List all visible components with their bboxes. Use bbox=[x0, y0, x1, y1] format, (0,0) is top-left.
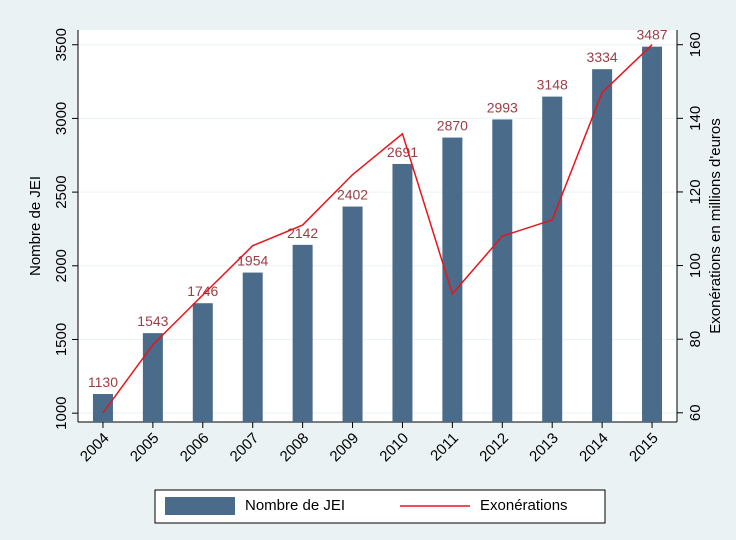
legend-label: Exonérations bbox=[480, 497, 568, 514]
y2-tick-label: 60 bbox=[687, 404, 704, 421]
value-label: 2691 bbox=[387, 144, 418, 160]
bar bbox=[342, 206, 363, 422]
y2-tick-label: 80 bbox=[687, 331, 704, 348]
bar bbox=[92, 394, 113, 422]
value-label: 2402 bbox=[337, 187, 368, 203]
y-tick-label: 2000 bbox=[53, 249, 70, 282]
bar bbox=[142, 333, 163, 422]
y-tick-label: 3000 bbox=[53, 102, 70, 135]
value-label: 1130 bbox=[88, 374, 118, 390]
y-tick-label: 1500 bbox=[53, 323, 70, 356]
value-label: 3487 bbox=[636, 27, 667, 43]
value-label: 1954 bbox=[237, 253, 268, 269]
value-label: 3334 bbox=[587, 49, 618, 65]
value-label: 2870 bbox=[437, 118, 468, 134]
legend-swatch bbox=[165, 497, 235, 515]
y-tick-label: 1000 bbox=[53, 396, 70, 429]
legend-label: Nombre de JEI bbox=[245, 497, 345, 514]
value-label: 2142 bbox=[287, 225, 318, 241]
bar bbox=[442, 137, 463, 422]
y2-tick-label: 160 bbox=[687, 32, 704, 57]
bar bbox=[392, 163, 413, 423]
y2-tick-label: 100 bbox=[687, 253, 704, 278]
bar bbox=[642, 46, 663, 423]
value-label: 2993 bbox=[487, 99, 518, 115]
line bbox=[102, 44, 653, 414]
bar bbox=[542, 96, 563, 422]
value-label: 3148 bbox=[537, 77, 568, 93]
y-tick-label: 2500 bbox=[53, 175, 70, 208]
y2-tick-label: 120 bbox=[687, 179, 704, 204]
bar bbox=[292, 244, 313, 422]
value-label: 1746 bbox=[187, 283, 218, 299]
y-axis-label: Nombre de JEI bbox=[27, 176, 44, 276]
bar bbox=[192, 303, 213, 422]
bar bbox=[492, 119, 513, 422]
bar bbox=[592, 69, 613, 422]
y2-tick-label: 140 bbox=[687, 106, 704, 131]
bar bbox=[242, 272, 263, 422]
plot-area bbox=[78, 30, 677, 422]
value-label: 1543 bbox=[137, 313, 168, 329]
y-tick-label: 3500 bbox=[53, 28, 70, 61]
y2-axis-label: Exonérations en millions d'euros bbox=[707, 118, 724, 333]
